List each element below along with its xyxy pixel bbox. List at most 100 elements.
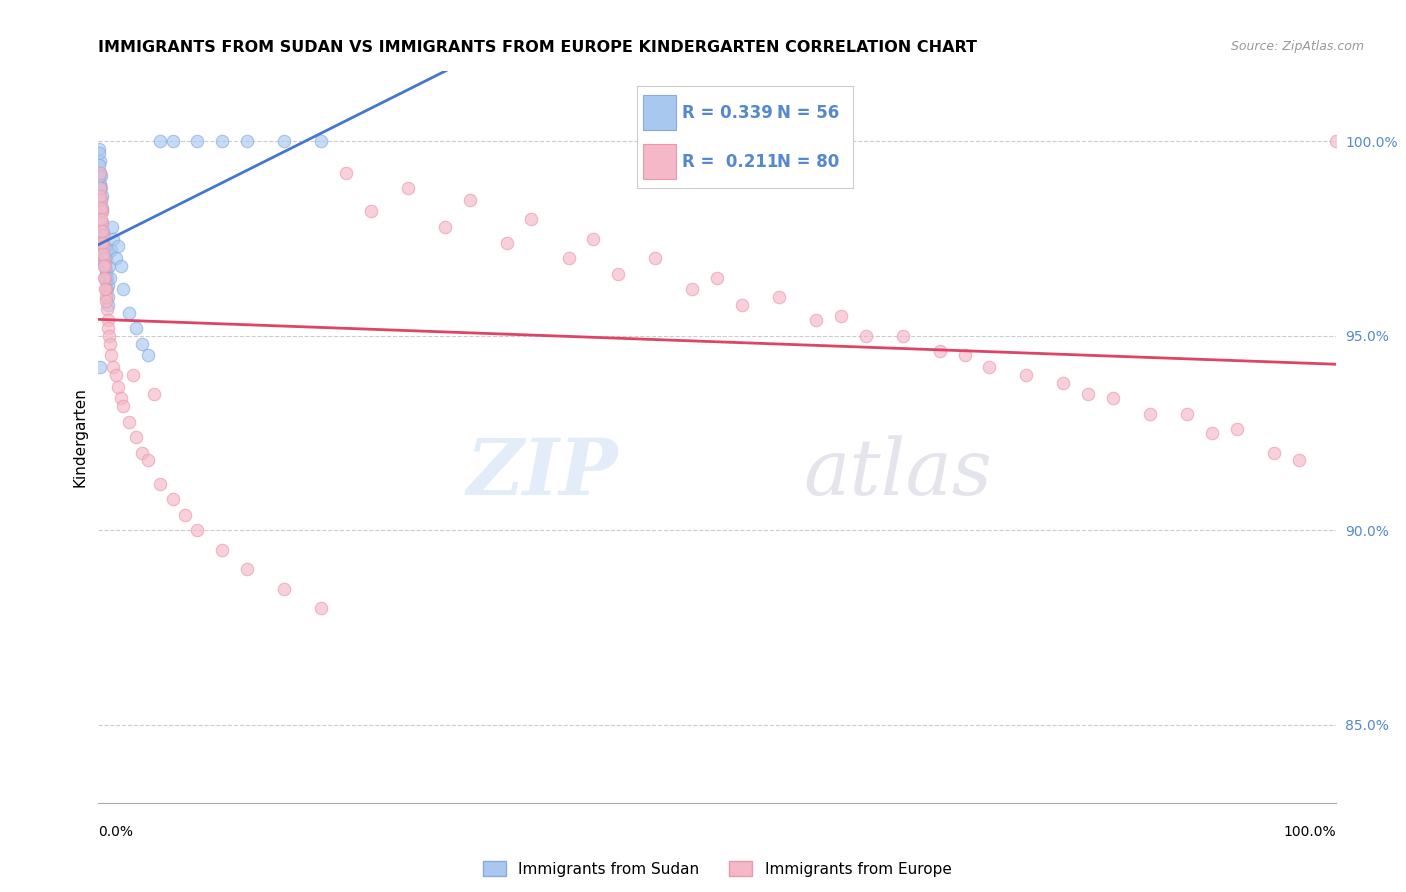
Point [582,232,605,246]
Point [458,193,481,207]
Point [91,204,114,219]
Point [1077,387,1099,401]
Point [90,212,112,227]
Point [211,542,233,557]
Point [96,247,118,261]
Point [90,201,112,215]
Point [94,282,117,296]
Point [1175,407,1198,421]
Point [94,262,117,277]
Point [131,336,153,351]
Point [309,601,332,615]
Point [104,251,127,265]
Point [107,379,129,393]
Point [396,181,419,195]
Point [96,275,118,289]
Point [236,562,259,576]
Point [94,251,117,265]
Point [94,293,117,308]
Point [90,224,112,238]
Point [89,181,111,195]
Point [768,290,790,304]
Point [103,359,125,374]
Point [953,348,976,362]
Point [97,290,120,304]
Point [96,270,118,285]
Point [681,282,703,296]
Text: 0.0%: 0.0% [98,825,134,839]
Point [1015,368,1038,382]
Point [91,247,114,261]
Point [94,259,117,273]
Text: 100.0%: 100.0% [1284,825,1336,839]
Point [94,270,117,285]
Point [89,142,111,156]
Point [89,193,111,207]
Point [149,476,172,491]
Point [89,165,111,179]
Point [96,301,118,316]
Point [1288,453,1310,467]
Point [143,387,166,401]
Point [89,153,111,168]
Point [335,165,357,179]
Point [97,278,120,293]
Point [104,368,127,382]
Text: IMMIGRANTS FROM SUDAN VS IMMIGRANTS FROM EUROPE KINDERGARTEN CORRELATION CHART: IMMIGRANTS FROM SUDAN VS IMMIGRANTS FROM… [98,40,977,55]
Point [91,216,114,230]
Point [804,313,827,327]
Point [97,321,120,335]
Point [91,235,114,250]
Point [89,359,111,374]
Point [93,251,115,265]
Point [90,169,112,184]
Point [1263,445,1285,459]
Point [94,267,117,281]
Point [93,251,115,265]
Point [91,227,114,242]
Point [607,267,630,281]
Point [91,235,114,250]
Point [118,305,141,319]
Point [112,282,135,296]
Point [124,430,146,444]
Point [433,219,456,234]
Point [97,313,120,327]
Point [891,329,914,343]
Point [101,219,124,234]
Point [93,270,115,285]
Point [98,270,121,285]
Point [90,204,112,219]
Point [149,135,172,149]
Legend: Immigrants from Sudan, Immigrants from Europe: Immigrants from Sudan, Immigrants from E… [477,855,957,883]
Point [110,391,132,405]
Point [98,336,121,351]
Point [273,582,295,596]
Y-axis label: Kindergarten: Kindergarten [72,387,87,487]
Point [495,235,517,250]
Point [93,259,115,273]
Point [273,135,295,149]
Point [93,239,115,253]
Point [136,348,159,362]
Point [89,189,111,203]
Point [89,158,111,172]
Point [94,251,117,265]
Text: atlas: atlas [804,435,993,512]
Point [93,244,115,258]
Point [644,251,666,265]
Point [122,368,145,382]
Point [136,453,159,467]
Point [94,282,117,296]
Point [93,259,115,273]
Text: ZIP: ZIP [467,435,619,512]
Point [928,344,950,359]
Point [93,255,115,269]
Point [91,216,114,230]
Point [103,232,125,246]
Point [124,321,146,335]
Point [100,244,122,258]
Point [174,508,197,522]
Point [93,227,115,242]
Point [89,177,111,191]
